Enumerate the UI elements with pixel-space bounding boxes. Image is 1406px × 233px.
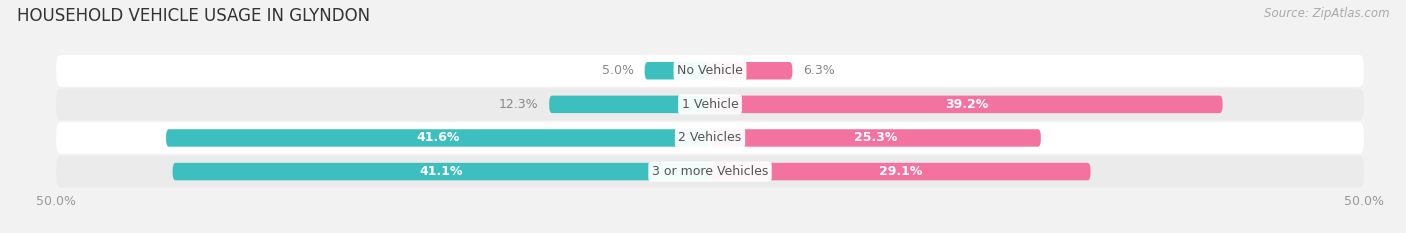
- FancyBboxPatch shape: [550, 96, 710, 113]
- FancyBboxPatch shape: [173, 163, 710, 180]
- FancyBboxPatch shape: [710, 62, 793, 79]
- Text: HOUSEHOLD VEHICLE USAGE IN GLYNDON: HOUSEHOLD VEHICLE USAGE IN GLYNDON: [17, 7, 370, 25]
- Text: Source: ZipAtlas.com: Source: ZipAtlas.com: [1264, 7, 1389, 20]
- FancyBboxPatch shape: [56, 88, 1364, 120]
- FancyBboxPatch shape: [166, 129, 710, 147]
- Text: 12.3%: 12.3%: [499, 98, 538, 111]
- Text: 41.1%: 41.1%: [419, 165, 463, 178]
- Text: 39.2%: 39.2%: [945, 98, 988, 111]
- Text: 3 or more Vehicles: 3 or more Vehicles: [652, 165, 768, 178]
- Text: 1 Vehicle: 1 Vehicle: [682, 98, 738, 111]
- FancyBboxPatch shape: [56, 55, 1364, 87]
- FancyBboxPatch shape: [710, 129, 1040, 147]
- FancyBboxPatch shape: [644, 62, 710, 79]
- Text: 29.1%: 29.1%: [879, 165, 922, 178]
- Text: 41.6%: 41.6%: [416, 131, 460, 144]
- FancyBboxPatch shape: [56, 156, 1364, 188]
- Text: 25.3%: 25.3%: [853, 131, 897, 144]
- FancyBboxPatch shape: [56, 122, 1364, 154]
- Text: 5.0%: 5.0%: [602, 64, 634, 77]
- FancyBboxPatch shape: [710, 163, 1091, 180]
- FancyBboxPatch shape: [710, 96, 1223, 113]
- Text: No Vehicle: No Vehicle: [678, 64, 742, 77]
- Text: 2 Vehicles: 2 Vehicles: [679, 131, 741, 144]
- Text: 6.3%: 6.3%: [803, 64, 835, 77]
